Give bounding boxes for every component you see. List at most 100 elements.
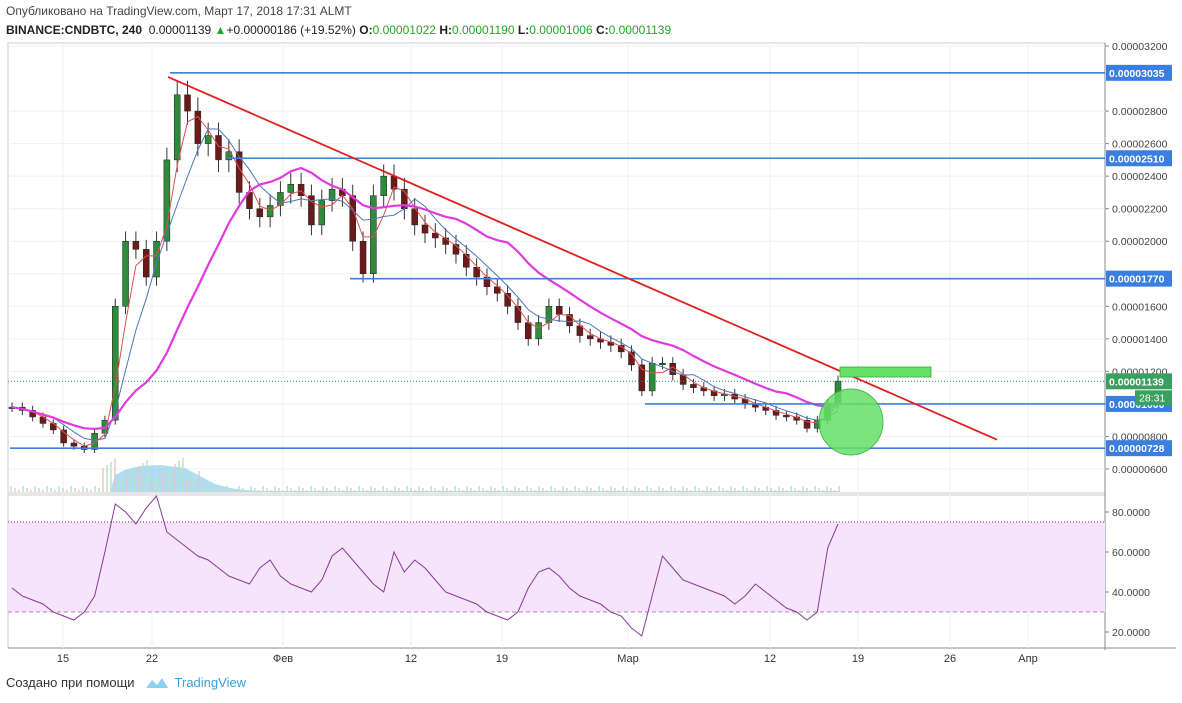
rsi-y-tick-label: 60.0000 xyxy=(1112,547,1150,559)
candle-body xyxy=(194,110,202,144)
volume-bar xyxy=(522,490,524,492)
volume-bar xyxy=(518,488,520,492)
volume-bar xyxy=(14,488,16,492)
rsi-line xyxy=(11,494,839,637)
candle-body xyxy=(370,195,377,275)
volume-bar xyxy=(138,466,140,492)
candle-body xyxy=(318,200,325,226)
candle-body xyxy=(586,335,594,340)
volume-bar xyxy=(514,486,516,492)
volume-bar xyxy=(174,464,176,492)
level-price-label: 0.00003035 xyxy=(1109,68,1165,80)
volume-bar xyxy=(194,474,196,492)
ohlc-line: BINANCE:CNDBTC, 240 0.00001139 ▲+0.00000… xyxy=(6,22,1176,38)
volume-bar xyxy=(574,486,576,492)
level-price-label: 0.00002510 xyxy=(1109,153,1165,165)
y-tick-label: 0.00002800 xyxy=(1112,106,1168,118)
volume-bar xyxy=(366,490,368,492)
volume-bar xyxy=(214,486,216,492)
candle-body xyxy=(204,135,212,144)
low-label: L: xyxy=(517,23,530,37)
volume-bar xyxy=(70,486,72,492)
volume-bar xyxy=(222,490,224,492)
volume-bar xyxy=(802,486,804,492)
x-tick-label: 19 xyxy=(852,653,864,665)
candle-body xyxy=(545,306,553,323)
volume-bar xyxy=(234,490,236,492)
volume-bar xyxy=(294,490,296,492)
volume-bar xyxy=(506,488,508,492)
volume-bar xyxy=(470,488,472,492)
x-tick-label: 12 xyxy=(764,653,776,665)
volume-bar xyxy=(602,488,604,492)
high-value: 0.00001190 xyxy=(452,23,515,37)
volume-bar xyxy=(54,490,56,492)
candle-body xyxy=(91,432,98,450)
countdown-tag xyxy=(1135,390,1172,406)
candle-body xyxy=(328,188,336,201)
volume-bar xyxy=(326,488,328,492)
volume-bar xyxy=(578,488,580,492)
volume-bar xyxy=(62,488,64,492)
volume-bar xyxy=(758,488,760,492)
volume-bar xyxy=(666,490,668,492)
candle-body xyxy=(659,363,666,365)
volume-bar xyxy=(418,486,420,492)
volume-bar xyxy=(318,490,320,492)
volume-bar xyxy=(442,486,444,492)
volume-bar xyxy=(798,490,800,492)
volume-bar xyxy=(490,486,492,492)
volume-bar xyxy=(606,490,608,492)
volume-bar xyxy=(614,488,616,492)
volume-bar xyxy=(26,488,28,492)
volume-bar xyxy=(346,486,348,492)
volume-bar xyxy=(258,490,260,492)
candle-body xyxy=(163,159,171,242)
open-label: O: xyxy=(359,23,373,37)
level-price-tag xyxy=(1106,270,1172,287)
volume-bar xyxy=(810,490,812,492)
volume-bar xyxy=(246,490,248,492)
volume-bar xyxy=(86,488,88,492)
candle-body xyxy=(359,240,367,275)
level-price-label: 0.00001770 xyxy=(1109,274,1165,286)
volume-bar xyxy=(98,488,100,492)
volume-bar xyxy=(634,486,636,492)
volume-bar xyxy=(50,488,52,492)
volume-bar xyxy=(166,470,168,492)
candle-body xyxy=(308,195,315,226)
y-tick-label: 0.00001400 xyxy=(1112,334,1168,346)
symbol-label: BINANCE:CNDBTC, 240 xyxy=(6,23,143,37)
volume-bar xyxy=(402,490,404,492)
volume-bar xyxy=(118,481,120,492)
volume-bar xyxy=(282,490,284,492)
volume-bar xyxy=(58,486,60,492)
volume-bar xyxy=(382,486,384,492)
y-tick-label: 0.00003200 xyxy=(1112,41,1168,53)
volume-bar xyxy=(186,480,188,492)
volume-bar xyxy=(254,488,256,492)
y-tick-label: 0.00001600 xyxy=(1112,301,1168,313)
ma-slow-line xyxy=(11,166,839,431)
volume-bar xyxy=(350,488,352,492)
close-value: 0.00001139 xyxy=(608,23,672,37)
footer: Создано при помощи TradingView xyxy=(6,675,246,690)
volume-bar xyxy=(598,486,600,492)
candle-body xyxy=(421,224,429,234)
volume-bar xyxy=(374,488,376,492)
volume-bar xyxy=(146,460,148,492)
volume-bar xyxy=(566,488,568,492)
volume-bar xyxy=(542,488,544,492)
volume-bar xyxy=(546,490,548,492)
volume-bar xyxy=(114,459,116,492)
target-zone-box xyxy=(839,366,932,378)
volume-bar xyxy=(122,478,124,492)
tradingview-link[interactable]: TradingView xyxy=(145,675,246,690)
volume-bar xyxy=(290,488,292,492)
volume-bar xyxy=(298,486,300,492)
volume-bar xyxy=(458,488,460,492)
volume-bar xyxy=(142,463,144,492)
volume-bar xyxy=(682,486,684,492)
level-price-label: 0.00000728 xyxy=(1109,443,1165,455)
